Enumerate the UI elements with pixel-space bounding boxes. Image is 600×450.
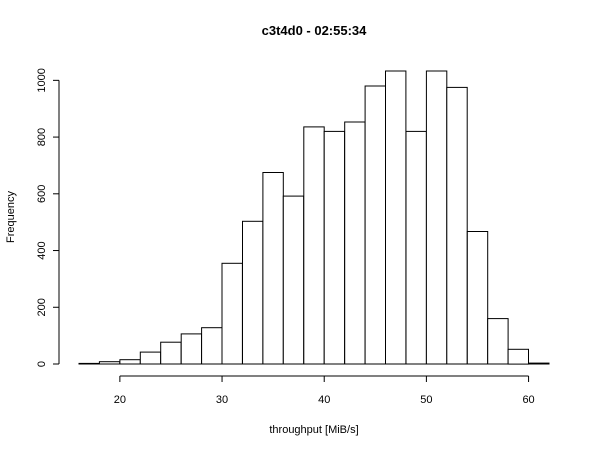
x-tick-label: 50: [420, 394, 432, 406]
histogram-bar: [466, 231, 489, 365]
histogram-bar: [303, 126, 325, 365]
histogram-bar: [78, 362, 100, 365]
histogram-bar: [139, 351, 162, 365]
histogram-bar: [507, 348, 530, 365]
y-tick-label: 1000: [36, 68, 48, 92]
histogram-bar: [160, 341, 182, 365]
histogram-bar: [282, 195, 305, 365]
histogram-bar: [385, 70, 407, 365]
histogram-bar: [242, 220, 264, 365]
histogram-bar: [528, 362, 550, 365]
x-tick-label: 30: [216, 394, 228, 406]
x-tick-label: 20: [114, 394, 126, 406]
y-tick-label: 400: [36, 241, 48, 259]
y-tick-label: 200: [36, 298, 48, 316]
histogram-bar: [487, 318, 509, 365]
y-axis-label: Frequency: [5, 191, 17, 243]
histogram-bars: [78, 70, 550, 365]
x-axis: 20 30 40 50 60: [114, 375, 535, 406]
histogram-bar: [425, 70, 448, 365]
histogram-bar: [323, 130, 346, 365]
histogram-bar: [180, 333, 203, 365]
y-tick-label: 600: [36, 185, 48, 203]
histogram-bar: [344, 121, 366, 365]
histogram-bar: [405, 130, 427, 365]
x-tick-label: 60: [522, 394, 534, 406]
histogram-bar: [119, 359, 141, 365]
histogram-bar: [221, 262, 243, 365]
chart-title: c3t4d0 - 02:55:34: [262, 23, 368, 38]
histogram-bar: [446, 86, 468, 365]
histogram-bar: [98, 361, 121, 365]
x-tick-label: 40: [318, 394, 330, 406]
x-axis-label: throughput [MiB/s]: [269, 424, 358, 436]
histogram-bar: [364, 85, 387, 365]
y-axis: 0 200 400 600 800 1000: [36, 68, 60, 367]
y-tick-label: 800: [36, 128, 48, 146]
histogram-bar: [201, 327, 223, 365]
histogram-bar: [262, 172, 284, 365]
y-tick-label: 0: [36, 361, 48, 367]
